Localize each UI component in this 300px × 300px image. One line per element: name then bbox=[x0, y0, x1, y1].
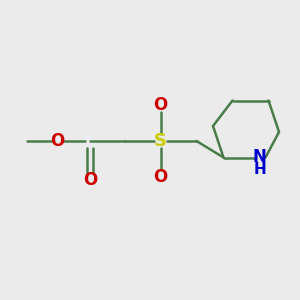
Text: H: H bbox=[254, 162, 266, 177]
Text: N: N bbox=[253, 148, 266, 166]
Text: O: O bbox=[83, 171, 97, 189]
Text: O: O bbox=[153, 96, 168, 114]
Text: S: S bbox=[154, 132, 167, 150]
Text: O: O bbox=[153, 168, 168, 186]
Text: O: O bbox=[50, 132, 64, 150]
